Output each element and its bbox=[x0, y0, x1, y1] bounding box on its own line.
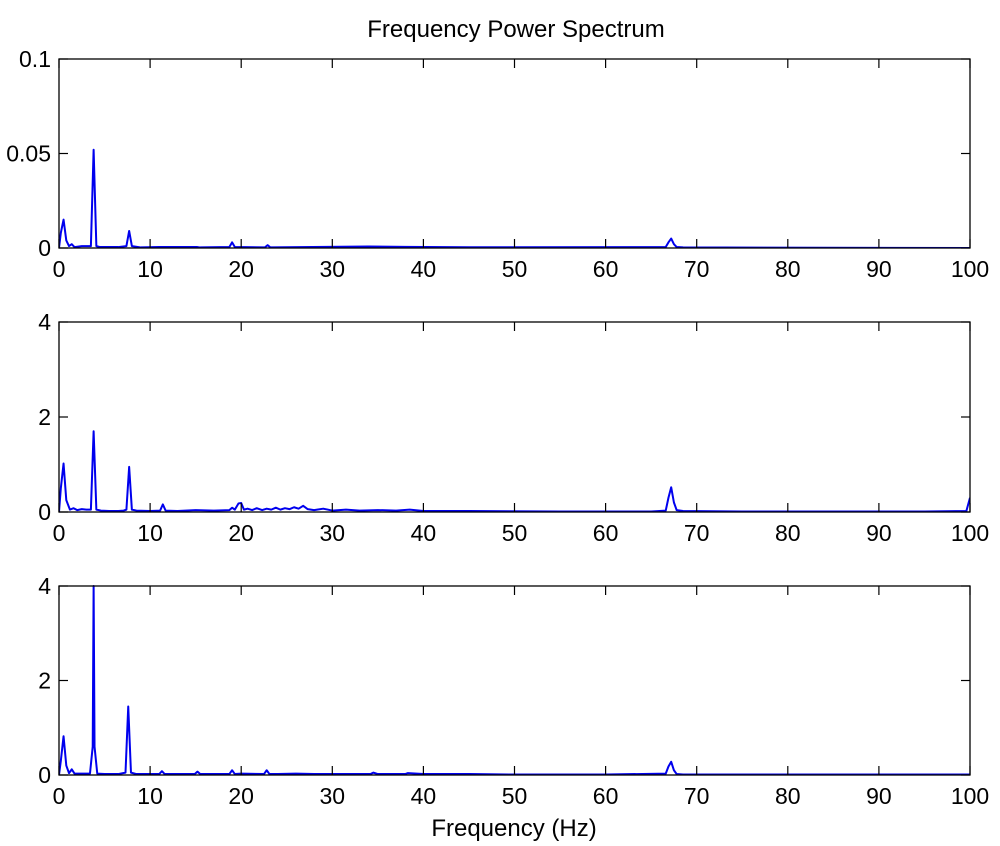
y-tick-label: 0.05 bbox=[6, 141, 51, 167]
subplot-1: 0 10 20 30 40 50 60 70 80 90 100 0 0.05 0.1 bbox=[6, 46, 989, 282]
x-tick-label: 10 bbox=[137, 256, 163, 282]
subplot-3: 0 10 20 30 40 50 60 70 80 90 100 0 2 4 bbox=[38, 573, 989, 809]
axes-frame-3 bbox=[58, 585, 971, 776]
axes-frame-2 bbox=[58, 321, 971, 513]
x-tick-label: 60 bbox=[593, 783, 619, 809]
x-tick-label: 30 bbox=[320, 256, 346, 282]
x-tick-label: 20 bbox=[228, 783, 254, 809]
y-tick-label: 2 bbox=[38, 668, 51, 694]
x-tick-label: 40 bbox=[411, 520, 437, 546]
subplot-2: 0 10 20 30 40 50 60 70 80 90 100 0 2 4 bbox=[38, 309, 989, 546]
x-tick-label: 90 bbox=[866, 520, 892, 546]
x-tick-label: 40 bbox=[411, 783, 437, 809]
y-tick-label: 0 bbox=[38, 235, 51, 261]
y-tick-label: 0.1 bbox=[19, 46, 51, 72]
x-tick-label: 80 bbox=[775, 783, 801, 809]
x-tick-label: 90 bbox=[866, 783, 892, 809]
figure-title: Frequency Power Spectrum bbox=[367, 16, 664, 43]
spectrum-line-3 bbox=[59, 585, 970, 775]
x-tick-label: 10 bbox=[137, 520, 163, 546]
y-tick-label: 2 bbox=[38, 404, 51, 430]
x-tick-label: 0 bbox=[53, 520, 66, 546]
y-tick-label: 4 bbox=[38, 573, 51, 599]
x-tick-label: 10 bbox=[137, 783, 163, 809]
x-tick-label: 50 bbox=[502, 256, 528, 282]
x-tick-label: 100 bbox=[951, 783, 989, 809]
x-tick-label: 0 bbox=[53, 256, 66, 282]
x-tick-label: 20 bbox=[228, 520, 254, 546]
y-tick-label: 4 bbox=[38, 309, 51, 335]
x-tick-label: 100 bbox=[951, 520, 989, 546]
axes-frame-1 bbox=[58, 58, 971, 249]
x-tick-label: 60 bbox=[593, 520, 619, 546]
x-tick-label: 100 bbox=[951, 256, 989, 282]
x-tick-label: 80 bbox=[775, 256, 801, 282]
y-tick-label: 0 bbox=[38, 499, 51, 525]
x-tick-label: 70 bbox=[684, 520, 710, 546]
x-axis-label: Frequency (Hz) bbox=[431, 815, 596, 842]
x-tick-label: 80 bbox=[775, 520, 801, 546]
y-tick-label: 0 bbox=[38, 762, 51, 788]
x-tick-label: 40 bbox=[411, 256, 437, 282]
x-tick-label: 20 bbox=[228, 256, 254, 282]
x-tick-label: 70 bbox=[684, 783, 710, 809]
x-tick-label: 50 bbox=[502, 520, 528, 546]
x-tick-label: 30 bbox=[320, 783, 346, 809]
spectrum-line-2 bbox=[59, 430, 970, 512]
x-tick-label: 50 bbox=[502, 783, 528, 809]
x-tick-label: 30 bbox=[320, 520, 346, 546]
x-tick-label: 70 bbox=[684, 256, 710, 282]
spectrum-line-1 bbox=[59, 148, 970, 248]
x-tick-label: 60 bbox=[593, 256, 619, 282]
x-tick-label: 0 bbox=[53, 783, 66, 809]
x-tick-label: 90 bbox=[866, 256, 892, 282]
